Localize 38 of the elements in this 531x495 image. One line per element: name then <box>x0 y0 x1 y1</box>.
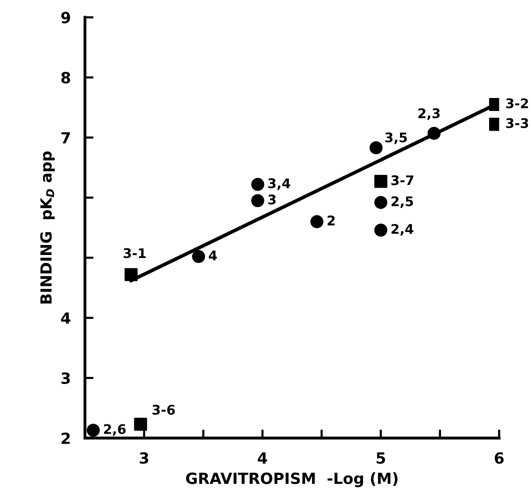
annotation: 2 <box>328 216 335 226</box>
y-tick-label: 4 <box>61 312 70 324</box>
annotation: 3,5 <box>385 132 407 144</box>
x-axis-title: GRAVITROPISM -Log (M) <box>186 472 398 488</box>
annotation: 4 <box>208 250 217 260</box>
annotation: 3-3 <box>506 118 528 128</box>
y-tick-label: 7 <box>61 132 70 144</box>
annotation: 3,4 <box>268 178 290 190</box>
point <box>86 424 100 437</box>
annotation: 3-7 <box>391 175 414 186</box>
x-tick-label: 3 <box>140 452 148 464</box>
point <box>374 196 388 209</box>
y-tick-label: 2 <box>62 432 70 444</box>
point <box>124 268 138 282</box>
point <box>192 250 206 264</box>
annotation: 2,4 <box>392 224 414 236</box>
annotation: 3 <box>268 194 276 204</box>
x-tick-label: 4 <box>258 452 268 464</box>
point <box>310 215 324 228</box>
point <box>374 174 388 188</box>
annotation: 2,3 <box>418 108 440 120</box>
annotation: 3-1 <box>124 248 146 258</box>
y-tick-label: 9 <box>61 12 70 24</box>
annotation: 3-6 <box>152 404 175 415</box>
point <box>134 418 148 431</box>
point <box>374 224 388 237</box>
point <box>251 178 264 191</box>
y-tick-label: 3 <box>61 372 70 384</box>
annotation: 2,6 <box>104 424 126 436</box>
annotation: 3-2 <box>506 98 528 108</box>
point <box>370 141 383 154</box>
x-tick-label: 6 <box>494 452 504 464</box>
point <box>428 126 441 140</box>
annotation: 2,5 <box>392 196 413 208</box>
y-axis-title: BINDING pK$_{D}$ app <box>40 151 55 304</box>
y-tick-label: 8 <box>61 72 70 84</box>
point <box>251 194 264 208</box>
x-tick-label: 5 <box>376 452 386 464</box>
